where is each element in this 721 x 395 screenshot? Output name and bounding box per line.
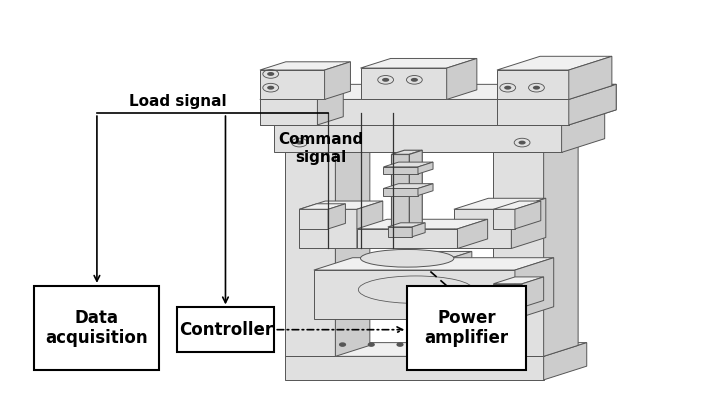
Polygon shape <box>392 150 423 154</box>
Polygon shape <box>285 342 587 356</box>
Polygon shape <box>260 62 350 70</box>
Polygon shape <box>569 85 616 125</box>
Polygon shape <box>299 204 345 209</box>
Polygon shape <box>357 219 487 229</box>
FancyBboxPatch shape <box>177 307 274 352</box>
Polygon shape <box>493 152 544 356</box>
Polygon shape <box>522 277 544 307</box>
Text: Power
amplifier: Power amplifier <box>425 308 508 347</box>
Polygon shape <box>412 223 425 237</box>
Polygon shape <box>454 198 546 209</box>
Polygon shape <box>493 277 544 284</box>
Polygon shape <box>451 252 472 270</box>
Polygon shape <box>515 201 541 229</box>
Polygon shape <box>285 152 335 356</box>
Circle shape <box>382 78 389 82</box>
Circle shape <box>411 78 418 82</box>
Circle shape <box>296 141 303 145</box>
Polygon shape <box>324 62 350 100</box>
Polygon shape <box>454 209 511 248</box>
Polygon shape <box>357 201 383 248</box>
Polygon shape <box>497 100 569 125</box>
Polygon shape <box>360 58 477 68</box>
Polygon shape <box>299 201 383 209</box>
Polygon shape <box>447 58 477 100</box>
Polygon shape <box>569 56 612 100</box>
Polygon shape <box>364 258 451 270</box>
Polygon shape <box>314 258 554 270</box>
Polygon shape <box>493 201 541 209</box>
Polygon shape <box>274 125 562 152</box>
Polygon shape <box>285 141 370 152</box>
Polygon shape <box>360 68 447 100</box>
Polygon shape <box>335 141 370 356</box>
Polygon shape <box>544 141 578 356</box>
Polygon shape <box>384 184 433 188</box>
Polygon shape <box>317 91 343 125</box>
Polygon shape <box>260 91 343 100</box>
Polygon shape <box>260 100 317 125</box>
Polygon shape <box>364 252 472 258</box>
Text: Load signal: Load signal <box>128 94 226 109</box>
Polygon shape <box>299 209 328 229</box>
Polygon shape <box>410 150 423 229</box>
Polygon shape <box>562 111 605 152</box>
Polygon shape <box>569 85 616 125</box>
Polygon shape <box>388 227 412 237</box>
Polygon shape <box>260 85 616 100</box>
Circle shape <box>504 86 511 90</box>
Circle shape <box>426 343 432 346</box>
Circle shape <box>518 141 526 145</box>
Polygon shape <box>493 209 515 229</box>
Circle shape <box>267 72 274 76</box>
Polygon shape <box>544 342 587 380</box>
Polygon shape <box>260 100 569 125</box>
Polygon shape <box>511 198 546 248</box>
Circle shape <box>397 343 403 346</box>
Text: Data
acquisition: Data acquisition <box>45 308 148 347</box>
Circle shape <box>454 343 460 346</box>
Ellipse shape <box>358 276 473 303</box>
Polygon shape <box>285 356 544 380</box>
Polygon shape <box>497 85 616 100</box>
Polygon shape <box>260 70 324 100</box>
Polygon shape <box>314 270 515 319</box>
Circle shape <box>483 343 489 346</box>
Polygon shape <box>418 162 433 174</box>
Ellipse shape <box>360 250 454 267</box>
FancyBboxPatch shape <box>34 286 159 370</box>
Circle shape <box>533 86 540 90</box>
Polygon shape <box>457 219 487 248</box>
Circle shape <box>340 343 345 346</box>
Polygon shape <box>384 188 418 196</box>
Text: Command
signal: Command signal <box>278 132 363 165</box>
Circle shape <box>267 86 274 90</box>
Polygon shape <box>357 229 457 248</box>
Polygon shape <box>497 56 612 70</box>
Polygon shape <box>515 258 554 319</box>
Circle shape <box>368 343 374 346</box>
Polygon shape <box>328 204 345 229</box>
Polygon shape <box>299 209 357 248</box>
Polygon shape <box>274 111 605 125</box>
Text: Controller: Controller <box>179 321 273 339</box>
Polygon shape <box>418 184 433 196</box>
Polygon shape <box>493 284 522 307</box>
Polygon shape <box>384 167 418 174</box>
Polygon shape <box>392 154 410 229</box>
Polygon shape <box>493 141 578 152</box>
FancyBboxPatch shape <box>407 286 526 370</box>
Polygon shape <box>497 70 569 100</box>
Polygon shape <box>388 223 425 227</box>
Polygon shape <box>384 162 433 167</box>
